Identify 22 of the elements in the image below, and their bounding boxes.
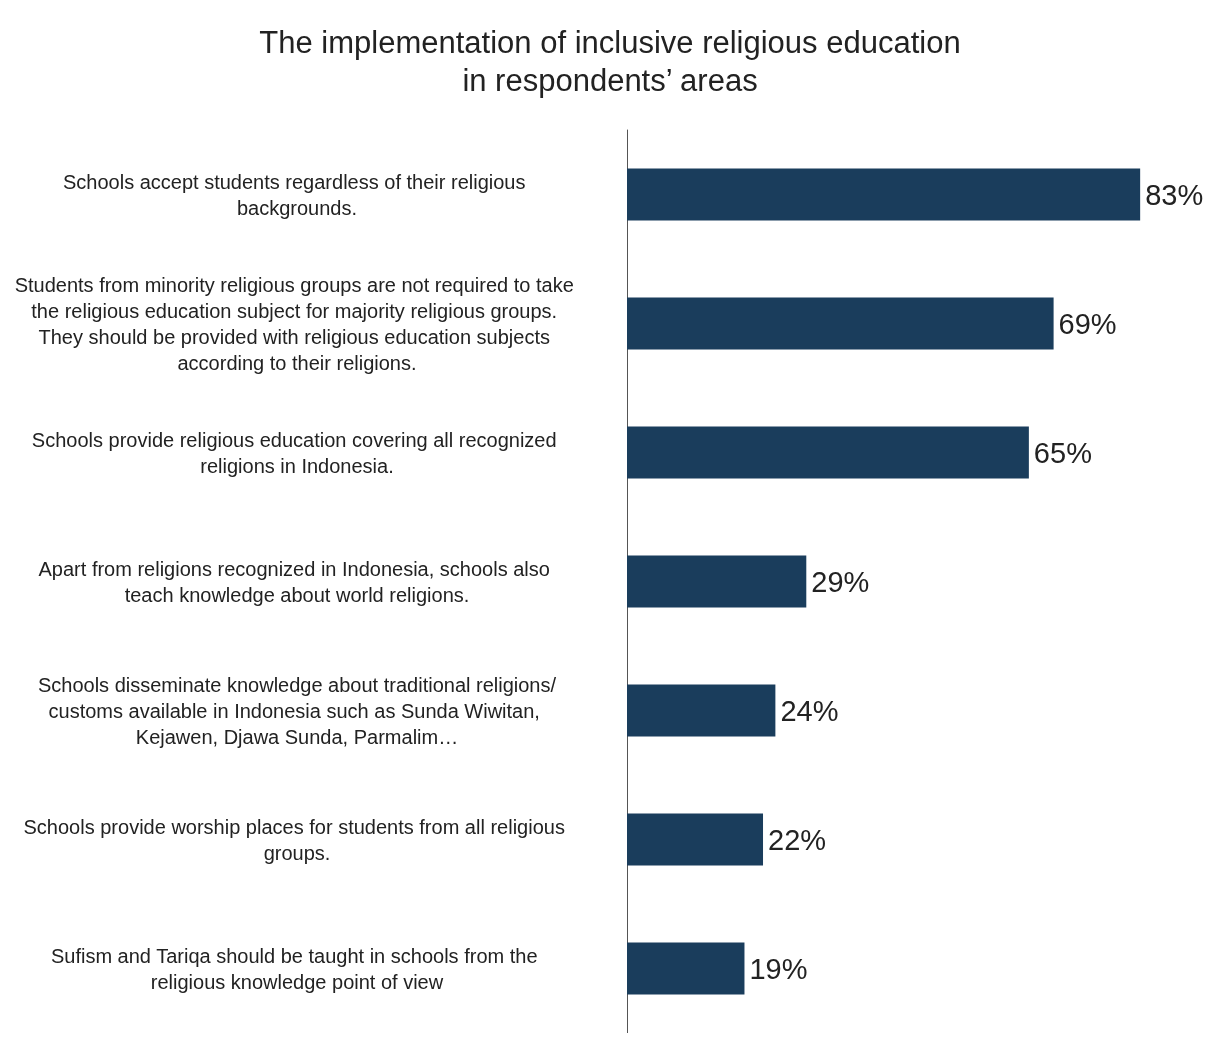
bar xyxy=(627,942,745,995)
data-label: 69% xyxy=(1058,307,1117,340)
data-label: 65% xyxy=(1033,436,1092,469)
data-label: 22% xyxy=(768,823,827,856)
chart-title: The implementation of inclusive religious education in respondents’ areas xyxy=(259,24,961,98)
y-tick-label: Apart from religions recognized in Indonesia, schools also teach knowledge about world religions. xyxy=(38,557,556,606)
bar xyxy=(627,168,1141,221)
bar xyxy=(627,297,1054,350)
y-tick-label: Schools provide religious education covering all recognized religions in Indonesia. xyxy=(31,428,563,477)
data-label: 24% xyxy=(780,694,839,727)
y-tick-label: Students from minority religious groups are not required to take the religious education subject for majority religious groups. They should be provided with religious education subjects according to their religions. xyxy=(14,273,580,374)
bar xyxy=(627,426,1029,479)
bar xyxy=(627,555,807,608)
data-label: 29% xyxy=(811,565,870,598)
bar xyxy=(627,684,776,737)
y-tick-label: Schools accept students regardless of their religious backgrounds. xyxy=(62,170,532,219)
y-tick-label: Schools provide worship places for students from all religious groups. xyxy=(23,815,571,864)
y-tick-label: Schools disseminate knowledge about traditional religions/customs available in Indonesia such as Sunda Wiwitan, Kejawen, Djawa Sunda, Parmalim… xyxy=(37,673,557,748)
y-tick-label: Sufism and Tariqa should be taught in schools from the religious knowledge point of view xyxy=(50,944,544,993)
bar xyxy=(627,813,764,866)
data-label: 83% xyxy=(1145,178,1204,211)
data-label: 19% xyxy=(749,952,808,985)
